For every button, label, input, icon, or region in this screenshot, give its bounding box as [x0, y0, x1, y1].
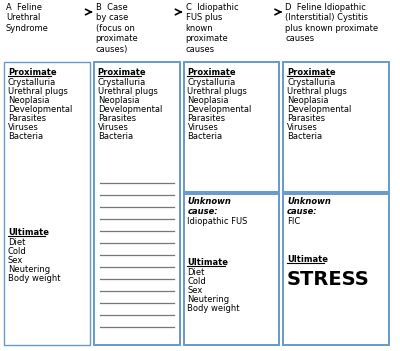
Text: Unknown
cause:: Unknown cause:: [287, 197, 331, 217]
Text: Idiopathic FUS: Idiopathic FUS: [188, 217, 248, 226]
Text: Ultimate: Ultimate: [287, 255, 328, 264]
Text: Neoplasia: Neoplasia: [8, 96, 49, 105]
Text: Proximate: Proximate: [287, 68, 336, 77]
Text: Body weight: Body weight: [188, 304, 240, 313]
Text: Ultimate: Ultimate: [188, 258, 228, 267]
Text: Neutering: Neutering: [188, 295, 230, 304]
Text: Bacteria: Bacteria: [98, 132, 133, 141]
Text: Bacteria: Bacteria: [8, 132, 43, 141]
Text: Sex: Sex: [8, 256, 23, 265]
Text: C  Idiopathic
FUS plus
known
proximate
causes: C Idiopathic FUS plus known proximate ca…: [186, 3, 238, 54]
Text: STRESS: STRESS: [287, 270, 370, 289]
Text: Neoplasia: Neoplasia: [98, 96, 139, 105]
Text: Urethral plugs: Urethral plugs: [188, 87, 247, 96]
Text: Viruses: Viruses: [98, 123, 128, 132]
Text: Neutering: Neutering: [8, 265, 50, 274]
Text: Developmental: Developmental: [287, 105, 352, 114]
Bar: [94, 62, 180, 345]
Text: FIC: FIC: [287, 217, 300, 226]
Text: Developmental: Developmental: [188, 105, 252, 114]
Text: Parasites: Parasites: [8, 114, 46, 123]
Text: Neoplasia: Neoplasia: [188, 96, 229, 105]
Text: Cold: Cold: [8, 247, 26, 256]
Text: Proximate: Proximate: [188, 68, 236, 77]
Text: Bacteria: Bacteria: [287, 132, 322, 141]
Bar: [283, 194, 389, 345]
Text: A  Feline
Urethral
Syndrome: A Feline Urethral Syndrome: [6, 3, 49, 33]
Text: Bacteria: Bacteria: [188, 132, 223, 141]
Bar: [4, 62, 90, 345]
Text: Viruses: Viruses: [8, 123, 39, 132]
Text: Diet: Diet: [188, 268, 205, 277]
Text: Crystalluria: Crystalluria: [287, 78, 335, 87]
Bar: [184, 62, 279, 192]
Text: Developmental: Developmental: [98, 105, 162, 114]
Text: Proximate: Proximate: [98, 68, 146, 77]
Text: B  Case
by case
(focus on
proximate
causes): B Case by case (focus on proximate cause…: [96, 3, 138, 54]
Text: Crystalluria: Crystalluria: [188, 78, 236, 87]
Text: Sex: Sex: [188, 286, 203, 295]
Text: Body weight: Body weight: [8, 274, 60, 283]
Text: Diet: Diet: [8, 238, 25, 247]
Text: Viruses: Viruses: [188, 123, 218, 132]
Text: Ultimate: Ultimate: [8, 228, 49, 237]
Text: Neoplasia: Neoplasia: [287, 96, 328, 105]
Text: Unknown
cause:: Unknown cause:: [188, 197, 231, 217]
Text: Crystalluria: Crystalluria: [8, 78, 56, 87]
Text: Proximate: Proximate: [8, 68, 56, 77]
Text: Urethral plugs: Urethral plugs: [98, 87, 158, 96]
Text: Urethral plugs: Urethral plugs: [287, 87, 347, 96]
Text: Parasites: Parasites: [188, 114, 226, 123]
Text: Crystalluria: Crystalluria: [98, 78, 146, 87]
Text: Urethral plugs: Urethral plugs: [8, 87, 68, 96]
Text: Viruses: Viruses: [287, 123, 318, 132]
Text: Parasites: Parasites: [98, 114, 136, 123]
Text: Parasites: Parasites: [287, 114, 325, 123]
Text: Cold: Cold: [188, 277, 206, 286]
Bar: [283, 62, 389, 192]
Bar: [184, 194, 279, 345]
Text: D  Feline Idiopathic
(Interstitial) Cystitis
plus known proximate
causes: D Feline Idiopathic (Interstitial) Cysti…: [285, 3, 378, 43]
Text: Developmental: Developmental: [8, 105, 72, 114]
